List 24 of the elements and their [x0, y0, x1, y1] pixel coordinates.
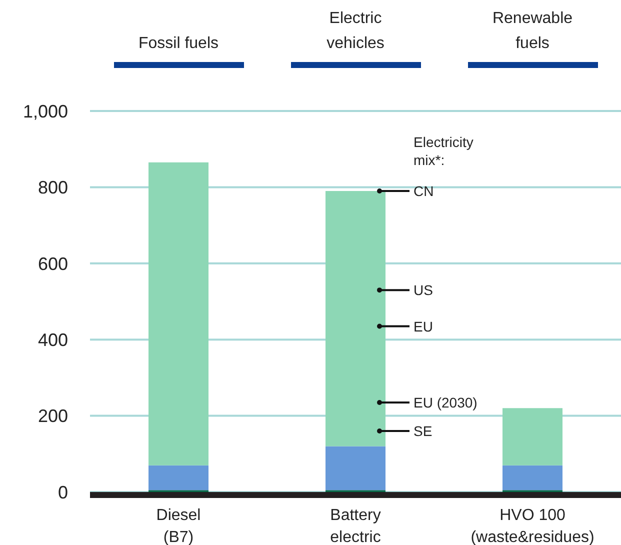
bar	[326, 446, 386, 490]
x-tick-label: Diesel (B7)	[156, 507, 201, 545]
annotation: Electricity mix*:	[414, 133, 474, 169]
text: Fossil fuels	[137, 34, 220, 54]
annotation: EU (2030)	[414, 394, 478, 410]
y-tick-label: 0	[58, 482, 68, 502]
y-tick-label: 1,000	[22, 101, 68, 122]
bar	[502, 465, 562, 490]
y-tick-label: 200	[38, 406, 68, 426]
y-tick-label: 600	[38, 254, 68, 274]
text: Renewable fuels	[491, 9, 574, 54]
y-tick-label: 800	[38, 178, 68, 198]
bar	[148, 162, 208, 466]
text: Electric vehicles	[326, 9, 386, 54]
y-tick-label: 400	[38, 330, 68, 350]
annotation: EU	[414, 318, 433, 334]
x-tick-label: HVO 100 (waste&residues)	[470, 507, 594, 545]
x-tick-label: Battery electric	[330, 507, 381, 545]
annotation: CN	[414, 183, 434, 200]
annotation: SE	[414, 423, 432, 440]
annotation: US	[414, 282, 433, 298]
bar	[148, 465, 208, 490]
bar	[326, 191, 386, 446]
bar	[502, 408, 562, 466]
